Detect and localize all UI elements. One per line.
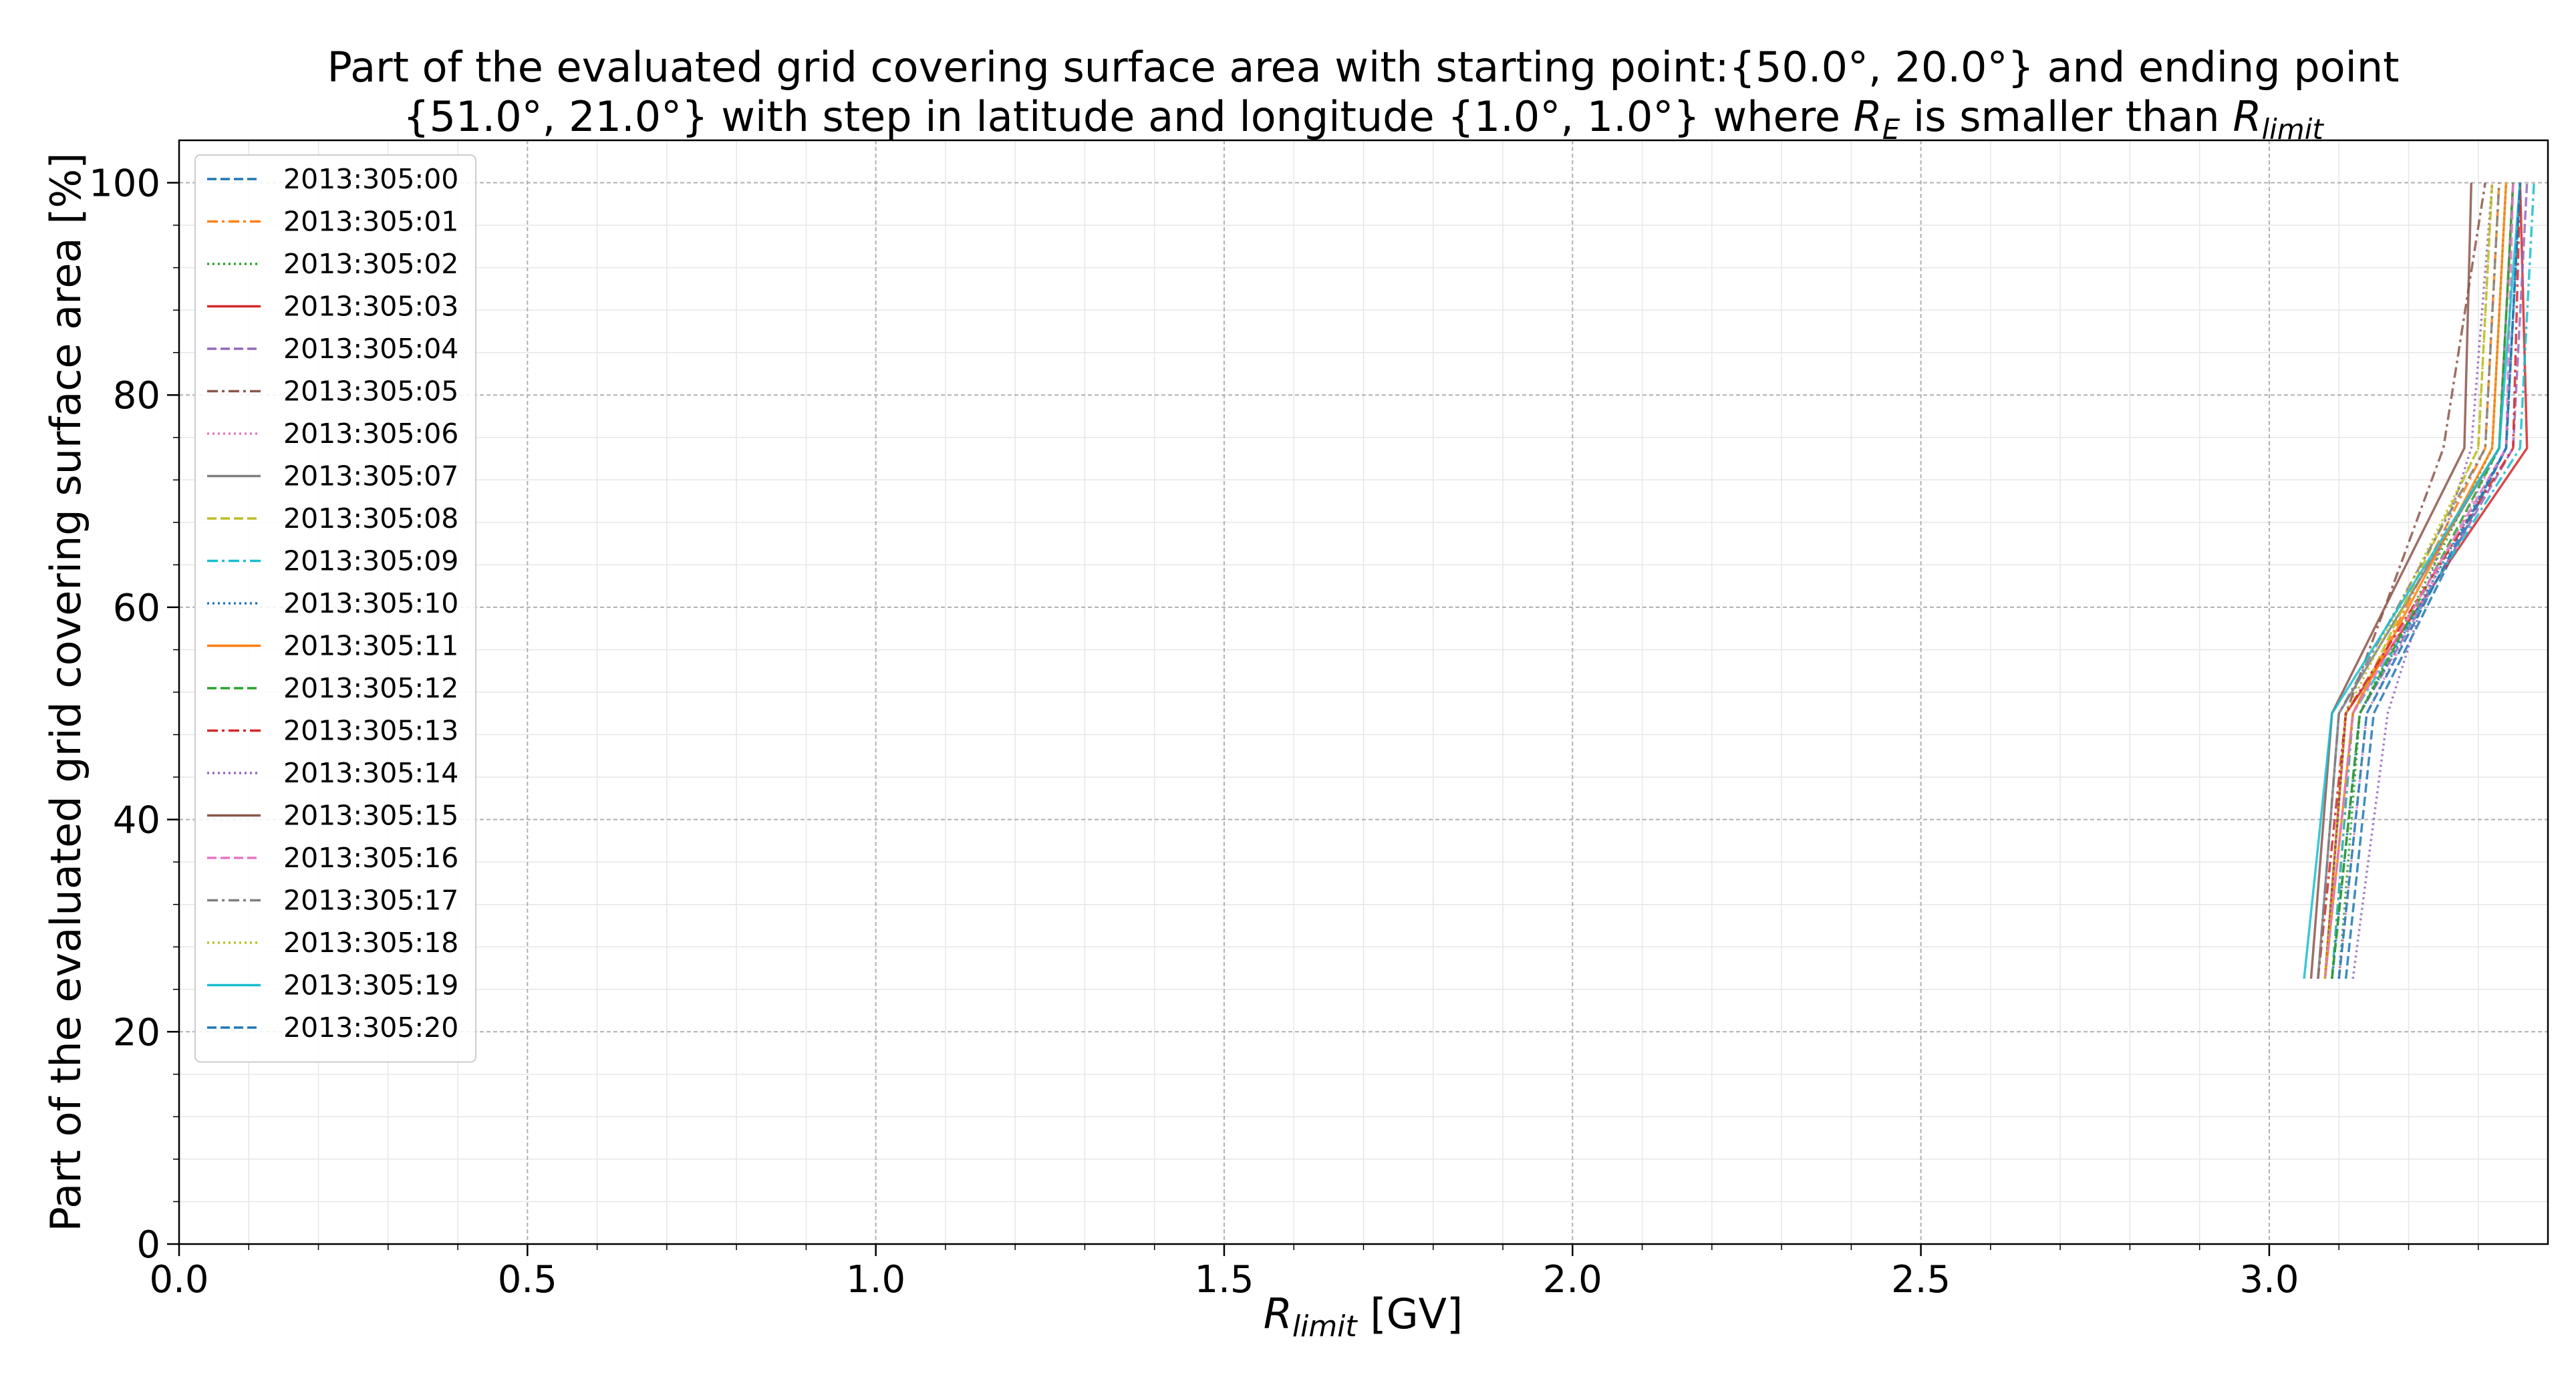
- y-tick-label: 40: [113, 799, 160, 843]
- x-tick-label: 1.5: [1194, 1258, 1254, 1302]
- legend-label: 2013:305:15: [283, 800, 458, 832]
- legend-label: 2013:305:08: [283, 502, 458, 535]
- legend-label: 2013:305:18: [283, 927, 458, 959]
- legend-label: 2013:305:06: [283, 418, 458, 450]
- chart-title-line-2: {51.0°, 21.0°} with step in latitude and…: [403, 92, 2324, 146]
- y-tick-label: 100: [89, 162, 160, 206]
- legend-box: [194, 154, 476, 1063]
- x-tick-label: 0.0: [149, 1258, 208, 1302]
- legend-label: 2013:305:19: [283, 969, 458, 1002]
- series-line-2013-305-05: [2323, 182, 2486, 979]
- x-tick-label: 3.0: [2239, 1258, 2299, 1302]
- y-axis-label: Part of the evaluated grid covering surf…: [41, 152, 90, 1231]
- series-line-2013-305-10: [2331, 182, 2522, 979]
- legend-label: 2013:305:09: [283, 545, 458, 577]
- legend-label: 2013:305:11: [283, 630, 458, 662]
- legend-label: 2013:305:05: [283, 375, 458, 408]
- series-line-2013-305-11: [2323, 182, 2508, 979]
- legend: 2013:305:00 2013:305:01 2013:305:02 2013:30…: [194, 154, 476, 1063]
- legend-label: 2013:305:07: [283, 460, 458, 492]
- series-line-2013-305-18: [2323, 182, 2494, 979]
- series-line-2013-305-16: [2323, 182, 2515, 979]
- legend-label: 2013:305:01: [283, 206, 458, 238]
- legend-label: 2013:305:00: [283, 163, 458, 195]
- legend-label: 2013:305:10: [283, 587, 458, 619]
- x-tick-label: 0.5: [498, 1258, 557, 1302]
- x-axis-label-symbol: R: [1264, 1289, 1292, 1338]
- y-tick-label: 80: [113, 374, 160, 418]
- chart-title-line-1: Part of the evaluated grid covering surf…: [327, 43, 2400, 92]
- series-line-2013-305-15: [2309, 182, 2473, 979]
- legend-label: 2013:305:20: [283, 1012, 458, 1044]
- legend-label: 2013:305:12: [283, 672, 458, 704]
- x-axis-label: Rlimit [GV]: [1264, 1289, 1463, 1344]
- x-tick-label: 1.0: [846, 1258, 905, 1302]
- y-tick-label: 0: [136, 1223, 160, 1267]
- legend-label: 2013:305:03: [283, 291, 458, 323]
- legend-label: 2013:305:04: [283, 333, 458, 365]
- title-mid: is smaller than: [1900, 92, 2233, 141]
- title-line-2-pre: {51.0°, 21.0°} with step in latitude and…: [403, 92, 1854, 141]
- title-re-symbol: R: [1854, 92, 1882, 141]
- title-rlimit-symbol: R: [2233, 92, 2261, 141]
- legend-label: 2013:305:14: [283, 757, 458, 789]
- series-layer: [2303, 182, 2535, 979]
- legend-label: 2013:305:13: [283, 715, 458, 747]
- legend-label: 2013:305:17: [283, 885, 458, 917]
- legend-label: 2013:305:16: [283, 842, 458, 874]
- y-tick-label: 20: [113, 1011, 160, 1054]
- x-axis-label-unit: [GV]: [1357, 1289, 1463, 1338]
- legend-label: 2013:305:02: [283, 248, 458, 280]
- x-axis-label-subscript: limit: [1292, 1310, 1358, 1344]
- x-axis-ticks: 0.0 0.5 1.0 1.5 2.0 2.5 3.0: [149, 1244, 2479, 1302]
- x-tick-label: 2.0: [1543, 1258, 1602, 1302]
- series-line-2013-305-17: [2317, 182, 2500, 979]
- series-line-2013-305-20: [2337, 182, 2522, 979]
- y-axis-ticks: 0 20 40 60 80 100: [89, 162, 179, 1267]
- x-tick-label: 2.5: [1891, 1258, 1951, 1302]
- series-line-2013-305-19: [2303, 182, 2522, 979]
- y-tick-label: 60: [113, 587, 160, 630]
